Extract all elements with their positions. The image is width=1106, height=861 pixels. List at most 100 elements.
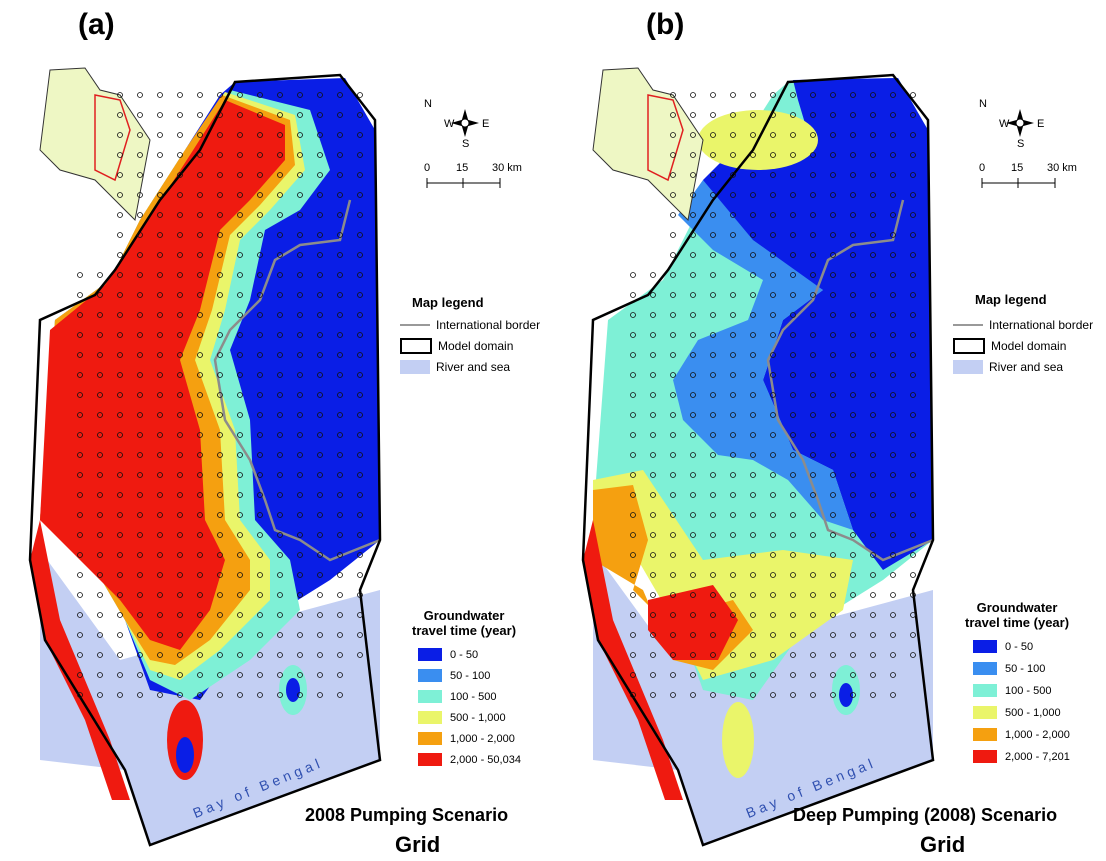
scale-label-0: 0: [979, 162, 986, 174]
grid-point: [297, 552, 303, 558]
grid-point: [337, 312, 343, 318]
grid-point: [630, 272, 636, 278]
grid-point: [710, 352, 716, 358]
compass-n: N: [979, 98, 987, 110]
grid-point: [157, 272, 163, 278]
grid-point: [197, 672, 203, 678]
grid-point: [77, 552, 83, 558]
grid-point: [257, 212, 263, 218]
grid-point: [257, 592, 263, 598]
grid-point: [257, 572, 263, 578]
grid-point: [630, 472, 636, 478]
grid-point: [337, 392, 343, 398]
gw-class-5: 2,000 - 50,034: [418, 753, 521, 766]
grid-point: [197, 452, 203, 458]
grid-point: [810, 252, 816, 258]
grid-point: [870, 512, 876, 518]
grid-point: [790, 632, 796, 638]
grid-point: [117, 432, 123, 438]
grid-point: [670, 532, 676, 538]
grid-point: [710, 612, 716, 618]
grid-point: [257, 292, 263, 298]
grid-point: [850, 352, 856, 358]
grid-point: [870, 392, 876, 398]
gw-class-4: 1,000 - 2,000: [418, 732, 515, 745]
grid-point: [630, 452, 636, 458]
grid-point: [770, 192, 776, 198]
compass-w: W: [444, 118, 455, 130]
grid-point: [337, 192, 343, 198]
grid-point: [750, 172, 756, 178]
grid-point: [97, 612, 103, 618]
gw-class-3: 500 - 1,000: [418, 711, 506, 724]
grid-point: [650, 312, 656, 318]
grid-point: [77, 412, 83, 418]
grid-point: [850, 172, 856, 178]
grid-point: [910, 292, 916, 298]
grid-point: [317, 612, 323, 618]
grid-point: [670, 632, 676, 638]
grid-point: [277, 632, 283, 638]
grid-point: [830, 652, 836, 658]
grid-point: [217, 512, 223, 518]
grid-point: [237, 332, 243, 338]
grid-point: [97, 292, 103, 298]
grid-point: [277, 112, 283, 118]
grid-point: [257, 412, 263, 418]
grid-point: [277, 432, 283, 438]
grid-point: [710, 692, 716, 698]
grid-point: [770, 672, 776, 678]
grid-point: [830, 232, 836, 238]
grid-point: [297, 352, 303, 358]
grid-point: [650, 532, 656, 538]
grid-point: [830, 592, 836, 598]
grid-point: [750, 252, 756, 258]
legend-model-domain: Model domain: [400, 338, 513, 354]
grid-point: [870, 492, 876, 498]
grid-point: [790, 192, 796, 198]
grid-point: [297, 452, 303, 458]
grid-point: [197, 512, 203, 518]
domain-swatch: [400, 338, 432, 354]
grid-points: [630, 92, 916, 698]
grid-point: [317, 212, 323, 218]
grid-point: [257, 492, 263, 498]
grid-point: [730, 352, 736, 358]
grid-point: [217, 372, 223, 378]
grid-point: [157, 232, 163, 238]
grid-point: [137, 232, 143, 238]
grid-point: [850, 132, 856, 138]
grid-point: [830, 672, 836, 678]
grid-point: [750, 292, 756, 298]
grid-point: [710, 332, 716, 338]
grid-point: [157, 292, 163, 298]
grid-point: [690, 512, 696, 518]
grid-point: [690, 472, 696, 478]
grid-point: [137, 472, 143, 478]
grid-point: [257, 612, 263, 618]
grid-point: [137, 332, 143, 338]
grid-point: [337, 492, 343, 498]
grid-point: [630, 512, 636, 518]
grid-point: [277, 612, 283, 618]
grid-point: [650, 452, 656, 458]
grid-point: [770, 172, 776, 178]
grid-point: [830, 92, 836, 98]
grid-point: [157, 652, 163, 658]
grid-point: [830, 192, 836, 198]
grid-point: [317, 372, 323, 378]
grid-point: [850, 692, 856, 698]
grid-point: [770, 452, 776, 458]
grid-point: [337, 472, 343, 478]
legend-international-border: International border: [400, 318, 540, 332]
grid-point: [890, 112, 896, 118]
grid-point: [237, 132, 243, 138]
grid-point: [730, 612, 736, 618]
grid-point: [890, 572, 896, 578]
grid-point: [650, 352, 656, 358]
grid-point: [297, 132, 303, 138]
grid-point: [690, 212, 696, 218]
grid-point: [810, 152, 816, 158]
gw-legend-title: Groundwater travel time (year): [965, 600, 1070, 630]
grid-point: [237, 432, 243, 438]
